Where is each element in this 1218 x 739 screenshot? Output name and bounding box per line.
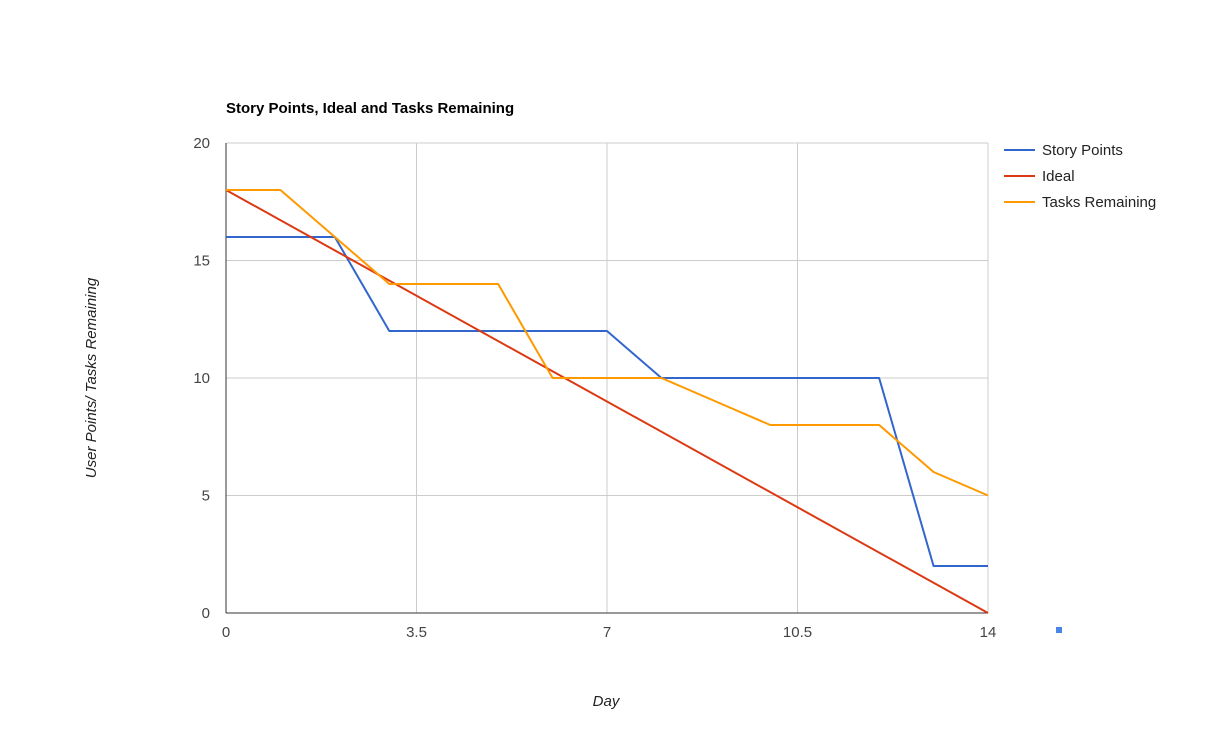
legend-item-tasks-remaining[interactable]: Tasks Remaining	[1004, 194, 1156, 211]
x-tick-label: 0	[222, 624, 230, 641]
x-tick-label: 3.5	[406, 624, 427, 641]
y-tick-label: 15	[193, 253, 210, 270]
series-lines	[225, 189, 989, 614]
y-tick-label: 10	[193, 370, 210, 387]
y-axis-title: User Points/ Tasks Remaining	[83, 277, 100, 478]
legend-label: Story Points	[1042, 142, 1123, 159]
axes	[225, 143, 988, 614]
x-tick-label: 10.5	[783, 624, 812, 641]
legend-item-story-points[interactable]: Story Points	[1004, 142, 1123, 159]
x-tick-label: 14	[980, 624, 997, 641]
legend: Story Points Ideal Tasks Remaining	[1004, 142, 1156, 211]
series-line-tasks-remaining[interactable]	[226, 189, 989, 497]
legend-label: Ideal	[1042, 168, 1075, 185]
legend-item-ideal[interactable]: Ideal	[1004, 168, 1075, 185]
y-axis-ticks: 0 5 10 15 20	[193, 135, 210, 622]
y-tick-label: 20	[193, 135, 210, 152]
y-tick-label: 5	[202, 488, 210, 505]
y-tick-label: 0	[202, 605, 210, 622]
series-line-story-points[interactable]	[226, 236, 988, 567]
legend-scroll-indicator[interactable]	[1056, 627, 1062, 633]
chart-title: Story Points, Ideal and Tasks Remaining	[226, 100, 514, 117]
series-line-ideal[interactable]	[225, 189, 989, 614]
x-axis-ticks: 0 3.5 7 10.5 14	[222, 624, 997, 641]
x-tick-label: 7	[603, 624, 611, 641]
legend-label: Tasks Remaining	[1042, 194, 1156, 211]
x-axis-title: Day	[593, 693, 621, 710]
